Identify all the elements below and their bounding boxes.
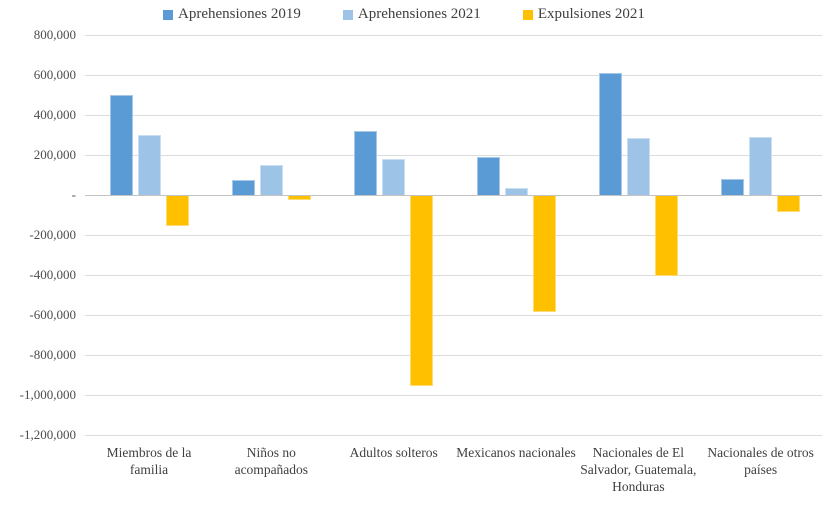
bar-series-3-group-3: [410, 196, 434, 386]
bar-series-1-group-3: [354, 131, 378, 195]
bar-series-2-group-6: [749, 137, 773, 195]
y-tick-label: -200,000: [29, 227, 76, 242]
gridline: [85, 435, 822, 436]
y-tick-label: -400,000: [29, 267, 76, 282]
y-tick-label: 800,000: [33, 27, 76, 42]
gridline: [85, 315, 822, 316]
y-tick-label: 600,000: [33, 67, 76, 82]
bar-series-3-group-1: [165, 196, 189, 226]
gridline: [85, 115, 822, 116]
x-category-label: Mexicanos nacionales: [456, 445, 576, 460]
legend-item-aprehensiones-2021: Aprehensiones 2021: [342, 6, 481, 23]
legend-label: Expulsiones 2021: [537, 6, 645, 22]
bar-series-1-group-4: [476, 157, 500, 195]
gridline: [85, 395, 822, 396]
y-tick-label: -800,000: [29, 347, 76, 362]
y-tick-label: -600,000: [29, 307, 76, 322]
bar-series-3-group-2: [288, 196, 311, 200]
x-category-label: Adultos solteros: [349, 445, 438, 460]
y-tick-label: 400,000: [33, 107, 76, 122]
bar-series-1-group-6: [721, 179, 745, 195]
gridline: [85, 75, 822, 76]
bar-series-3-group-6: [777, 196, 801, 212]
bar-series-2-group-2: [260, 165, 283, 195]
legend-swatch-icon: [163, 9, 173, 20]
bar-series-2-group-5: [627, 138, 650, 195]
bar-series-2-group-1: [137, 135, 161, 195]
legend-label: Aprehensiones 2021: [357, 6, 481, 22]
legend-swatch-icon: [522, 9, 533, 20]
y-tick-label: -: [71, 187, 76, 202]
bar-series-1-group-1: [109, 95, 133, 195]
gridline: [85, 35, 822, 36]
x-category-label: Nacionales de El Salvador, Guatemala, Ho…: [580, 445, 697, 494]
bar-series-1-group-2: [232, 180, 255, 195]
bar-series-3-group-4: [532, 196, 556, 312]
bar-series-2-group-3: [382, 159, 406, 195]
gridline: [85, 275, 822, 276]
bar-series-1-group-5: [599, 73, 622, 195]
bar-series-3-group-5: [655, 196, 678, 276]
bar-series-2-group-4: [504, 188, 528, 195]
legend-item-aprehensiones-2019: Aprehensiones 2019: [163, 6, 301, 23]
legend-label: Aprehensiones 2019: [178, 6, 301, 22]
x-category-label: Miembros de la familia: [106, 445, 192, 477]
legend: Aprehensiones 2019 Aprehensiones 2021 Ex…: [163, 6, 645, 23]
gridline: [85, 235, 822, 236]
x-category-label: Nacionales de otros países: [707, 445, 814, 477]
legend-item-expulsiones-2021: Expulsiones 2021: [522, 6, 645, 23]
legend-swatch-icon: [342, 9, 353, 20]
y-tick-label: -1,200,000: [19, 427, 76, 442]
zero-axis-line: [85, 195, 822, 196]
gridline: [85, 355, 822, 356]
y-tick-label: 200,000: [33, 147, 76, 162]
y-tick-label: -1,000,000: [19, 387, 76, 402]
gridline: [85, 155, 822, 156]
x-category-label: Niños no acompañados: [234, 445, 309, 477]
